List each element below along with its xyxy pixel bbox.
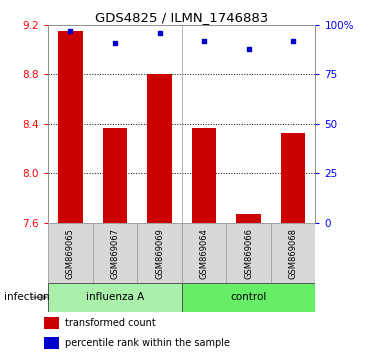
Text: GSM869064: GSM869064 bbox=[200, 228, 209, 279]
Title: GDS4825 / ILMN_1746883: GDS4825 / ILMN_1746883 bbox=[95, 11, 268, 24]
Text: GSM869067: GSM869067 bbox=[111, 228, 119, 279]
Text: GSM869065: GSM869065 bbox=[66, 228, 75, 279]
Bar bbox=[44, 337, 59, 349]
Bar bbox=[93, 223, 137, 283]
Text: influenza A: influenza A bbox=[86, 292, 144, 302]
Point bbox=[157, 30, 162, 35]
Point bbox=[112, 40, 118, 45]
Bar bbox=[226, 223, 271, 283]
Bar bbox=[48, 223, 93, 283]
Point bbox=[246, 46, 252, 51]
Text: GSM869069: GSM869069 bbox=[155, 228, 164, 279]
Point bbox=[290, 38, 296, 44]
Text: GSM869066: GSM869066 bbox=[244, 228, 253, 279]
Bar bbox=[137, 223, 182, 283]
Text: GSM869068: GSM869068 bbox=[289, 228, 298, 279]
Bar bbox=[192, 128, 216, 223]
Bar bbox=[58, 31, 83, 223]
Bar bbox=[271, 223, 315, 283]
Bar bbox=[236, 214, 261, 223]
Bar bbox=[48, 283, 182, 312]
Bar bbox=[147, 74, 172, 223]
Text: control: control bbox=[230, 292, 267, 302]
Bar bbox=[44, 318, 59, 329]
Point bbox=[68, 28, 73, 34]
Point bbox=[201, 38, 207, 44]
Bar bbox=[182, 223, 226, 283]
Text: transformed count: transformed count bbox=[65, 318, 155, 329]
Bar bbox=[182, 283, 315, 312]
Text: percentile rank within the sample: percentile rank within the sample bbox=[65, 338, 230, 348]
Text: infection: infection bbox=[4, 292, 49, 302]
Bar bbox=[281, 132, 305, 223]
Bar bbox=[103, 128, 127, 223]
